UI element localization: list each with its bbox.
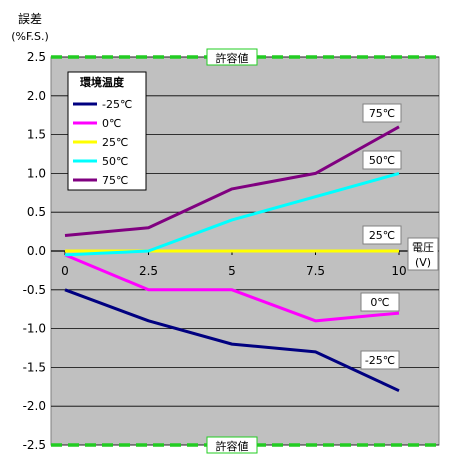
series-end-label-text: -25℃ xyxy=(365,354,395,367)
y-axis-unit: (%F.S.) xyxy=(11,30,49,43)
series-end-label-text: 75℃ xyxy=(369,107,395,120)
series-end-label: 50℃ xyxy=(362,150,402,170)
y-tick-label: -1.5 xyxy=(23,360,46,374)
x-tick-labels: 0 2.5 5 7.5 10 xyxy=(61,251,407,278)
y-tick-label: 0.0 xyxy=(27,244,46,258)
series-line xyxy=(64,288,400,393)
x-tick-label: 7.5 xyxy=(306,264,325,278)
series-end-label: -25℃ xyxy=(360,350,400,370)
series-end-label-text: 50℃ xyxy=(369,154,395,167)
y-tick-label: -2.5 xyxy=(23,438,46,452)
series-end-label: 75℃ xyxy=(362,103,402,123)
series-end-labels: -25℃ 0℃ 25℃ 50℃ 75℃ xyxy=(360,103,402,370)
y-axis-title: 誤差 xyxy=(18,11,42,26)
legend-title: 環境温度 xyxy=(80,75,125,89)
y-tick-label: 1.5 xyxy=(27,128,46,142)
x-tick-label: 5 xyxy=(228,264,236,278)
y-tick-label: 1.0 xyxy=(27,166,46,180)
series-end-label-text: 25℃ xyxy=(369,229,395,242)
tolerance-label-text: 許容値 xyxy=(216,51,249,65)
y-tick-label: -1.0 xyxy=(23,322,46,336)
y-tick-label: -2.0 xyxy=(23,399,46,413)
tolerance-label: 許容値 xyxy=(206,436,258,454)
legend-item-label: 25℃ xyxy=(102,136,128,149)
legend-item-label: 75℃ xyxy=(102,174,128,187)
series-end-label: 0℃ xyxy=(360,292,400,312)
x-tick-label: 0 xyxy=(61,264,69,278)
x-axis-title-box: 電圧 (V) xyxy=(407,237,439,271)
legend-item-label: -25℃ xyxy=(102,98,132,111)
series-line xyxy=(64,171,400,257)
x-tick-label: 10 xyxy=(391,264,406,278)
y-tick-label: 2.5 xyxy=(27,50,46,64)
series-end-label: 25℃ xyxy=(362,225,402,245)
y-tick-label: 2.0 xyxy=(27,89,46,103)
tolerance-label: 許容値 xyxy=(206,48,258,66)
series-end-label-text: 0℃ xyxy=(370,296,389,309)
tolerance-label-text: 許容値 xyxy=(216,439,249,453)
x-tick-label: 2.5 xyxy=(139,264,158,278)
legend: 環境温度 -25℃ 0℃ 25℃ 50℃ 75℃ xyxy=(67,71,147,191)
x-axis-unit: (V) xyxy=(415,256,431,269)
series-line xyxy=(64,125,400,237)
y-tick-labels: 2.5 2.0 1.5 1.0 0.5 0.0 -0.5 -1.0 -1.5 -2.0 -2.5 xyxy=(23,50,46,452)
legend-item-label: 0℃ xyxy=(102,117,121,130)
series-line xyxy=(64,253,400,323)
x-axis-title: 電圧 xyxy=(412,241,434,254)
series-lines xyxy=(64,125,400,393)
y-tick-label: 0.5 xyxy=(27,205,46,219)
legend-item-label: 50℃ xyxy=(102,155,128,168)
y-tick-label: -0.5 xyxy=(23,283,46,297)
